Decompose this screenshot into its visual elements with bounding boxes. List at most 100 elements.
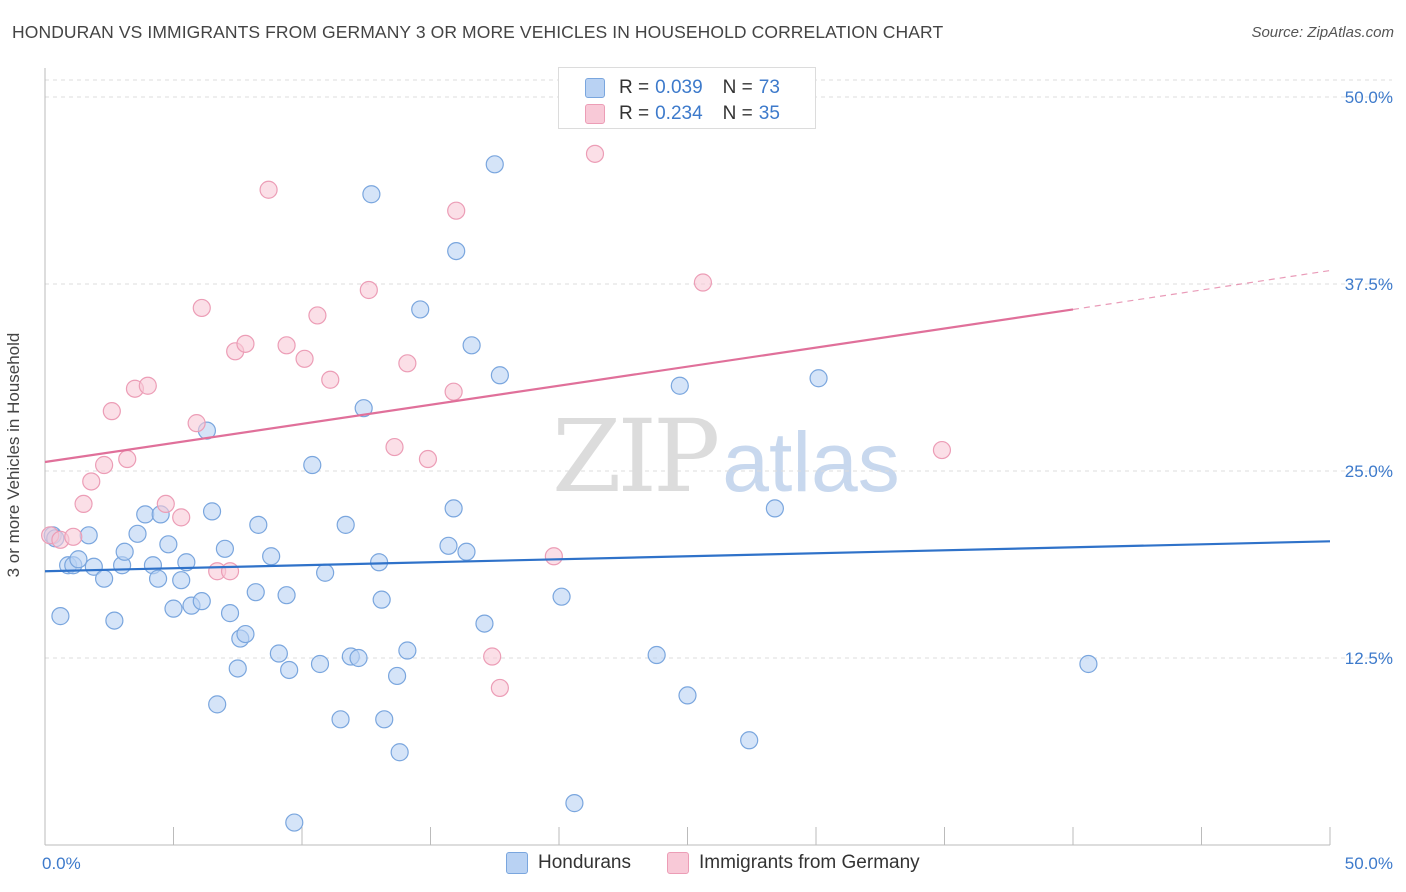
data-point-hondurans: [164, 599, 183, 618]
data-point-hondurans: [262, 547, 281, 566]
data-point-hondurans: [375, 710, 394, 729]
legend-swatch-hondurans: [585, 78, 605, 98]
data-point-hondurans: [159, 535, 178, 554]
data-point-hondurans: [105, 611, 124, 630]
data-point-hondurans: [79, 526, 98, 545]
data-point-hondurans: [277, 586, 296, 605]
data-point-immigrants-germany: [398, 354, 417, 373]
data-point-hondurans: [336, 515, 355, 534]
data-point-hondurans: [220, 604, 240, 623]
data-point-immigrants-germany: [277, 336, 296, 355]
legend-r-label: R =: [619, 77, 650, 98]
data-point-immigrants-germany: [295, 349, 314, 368]
data-point-immigrants-germany: [102, 402, 121, 421]
series-legend: Hondurans Immigrants from Germany: [0, 852, 1406, 878]
chart-title: HONDURAN VS IMMIGRANTS FROM GERMANY 3 OR…: [12, 22, 944, 42]
correlation-legend: R = 0.039 N = 73 R = 0.234 N = 35: [558, 67, 816, 129]
data-point-immigrants-germany: [138, 376, 157, 395]
data-point-immigrants-germany: [483, 647, 502, 666]
data-point-hondurans: [246, 583, 265, 602]
data-point-hondurans: [51, 607, 70, 626]
trend-line-immigrants-germany: [44, 308, 1074, 464]
legend-r-value: 0.234: [655, 103, 703, 124]
data-point-hondurans: [809, 369, 828, 388]
data-point-hondurans: [349, 648, 368, 668]
data-point-hondurans: [280, 660, 299, 680]
data-point-hondurans: [447, 241, 466, 261]
legend-n-value: 35: [758, 103, 780, 124]
legend-item-hondurans[interactable]: Hondurans: [506, 852, 631, 874]
legend-n-value: 73: [758, 77, 780, 98]
data-point-immigrants-germany: [220, 562, 240, 581]
data-point-hondurans: [678, 686, 697, 705]
data-point-immigrants-germany: [693, 273, 713, 292]
x-tick-label-min: 0.0%: [42, 854, 81, 873]
data-point-immigrants-germany: [444, 382, 463, 401]
data-point-hondurans: [95, 569, 114, 588]
data-point-hondurans: [202, 502, 222, 521]
data-point-hondurans: [310, 654, 330, 674]
data-point-hondurans: [457, 542, 476, 561]
data-point-hondurans: [215, 539, 234, 558]
data-point-hondurans: [285, 813, 304, 832]
legend-n-label: N =: [722, 77, 753, 98]
data-point-hondurans: [387, 666, 407, 686]
data-point-immigrants-germany: [236, 334, 255, 353]
data-point-hondurans: [439, 536, 458, 555]
data-point-hondurans: [670, 376, 689, 395]
data-point-hondurans: [475, 614, 494, 633]
data-point-hondurans: [372, 590, 391, 609]
data-point-hondurans: [128, 524, 147, 543]
data-point-immigrants-germany: [187, 414, 206, 433]
data-point-hondurans: [249, 515, 268, 534]
data-point-immigrants-germany: [82, 472, 101, 491]
y-tick-label: 50.0%: [1345, 88, 1393, 107]
legend-swatch-immigrants-germany: [667, 852, 689, 874]
data-point-hondurans: [136, 505, 155, 524]
data-point-hondurans: [269, 644, 288, 663]
data-point-immigrants-germany: [385, 437, 404, 457]
data-point-immigrants-germany: [64, 527, 83, 546]
data-point-hondurans: [303, 455, 322, 475]
data-point-hondurans: [444, 499, 463, 518]
source-label: Source: ZipAtlas.com: [1251, 24, 1394, 41]
y-tick-label: 25.0%: [1345, 462, 1393, 481]
y-tick-label: 12.5%: [1345, 649, 1393, 668]
legend-swatch-immigrants-germany: [585, 104, 605, 124]
data-point-hondurans: [485, 155, 504, 174]
legend-n-label: N =: [722, 103, 753, 124]
legend-item-immigrants-germany[interactable]: Immigrants from Germany: [667, 852, 920, 874]
data-point-hondurans: [148, 569, 168, 588]
data-point-hondurans: [411, 300, 430, 319]
data-point-hondurans: [192, 592, 211, 611]
data-point-immigrants-germany: [418, 449, 438, 469]
data-point-immigrants-germany: [74, 494, 93, 514]
data-point-immigrants-germany: [259, 180, 278, 199]
legend-r-label: R =: [619, 103, 650, 124]
legend-row-immigrants-germany: R = 0.234 N = 35: [585, 102, 780, 126]
data-point-immigrants-germany: [490, 678, 509, 698]
data-point-immigrants-germany: [585, 144, 605, 163]
data-point-hondurans: [740, 731, 759, 750]
x-tick-label-max: 50.0%: [1345, 854, 1393, 873]
legend-label-hondurans: Hondurans: [538, 852, 631, 873]
data-point-hondurans: [208, 695, 227, 714]
data-point-hondurans: [362, 185, 381, 204]
trend-line-extension-immigrants-germany: [1072, 269, 1331, 311]
data-point-hondurans: [565, 794, 584, 813]
data-point-immigrants-germany: [447, 201, 466, 220]
data-point-hondurans: [462, 336, 481, 355]
legend-swatch-hondurans: [506, 852, 528, 874]
data-point-immigrants-germany: [544, 547, 563, 566]
legend-r-value: 0.039: [655, 77, 703, 98]
data-point-hondurans: [647, 645, 666, 665]
data-point-hondurans: [552, 587, 571, 606]
data-point-hondurans: [69, 550, 88, 569]
data-point-immigrants-germany: [932, 440, 952, 460]
y-axis-label: 3 or more Vehicles in Household: [4, 332, 23, 578]
data-point-hondurans: [316, 563, 335, 582]
data-point-hondurans: [177, 553, 196, 572]
data-point-immigrants-germany: [359, 280, 378, 300]
data-point-immigrants-germany: [192, 298, 211, 318]
